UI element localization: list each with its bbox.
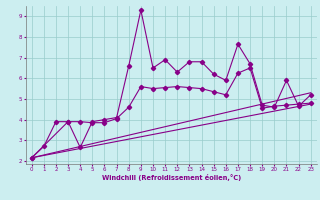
X-axis label: Windchill (Refroidissement éolien,°C): Windchill (Refroidissement éolien,°C) — [101, 174, 241, 181]
